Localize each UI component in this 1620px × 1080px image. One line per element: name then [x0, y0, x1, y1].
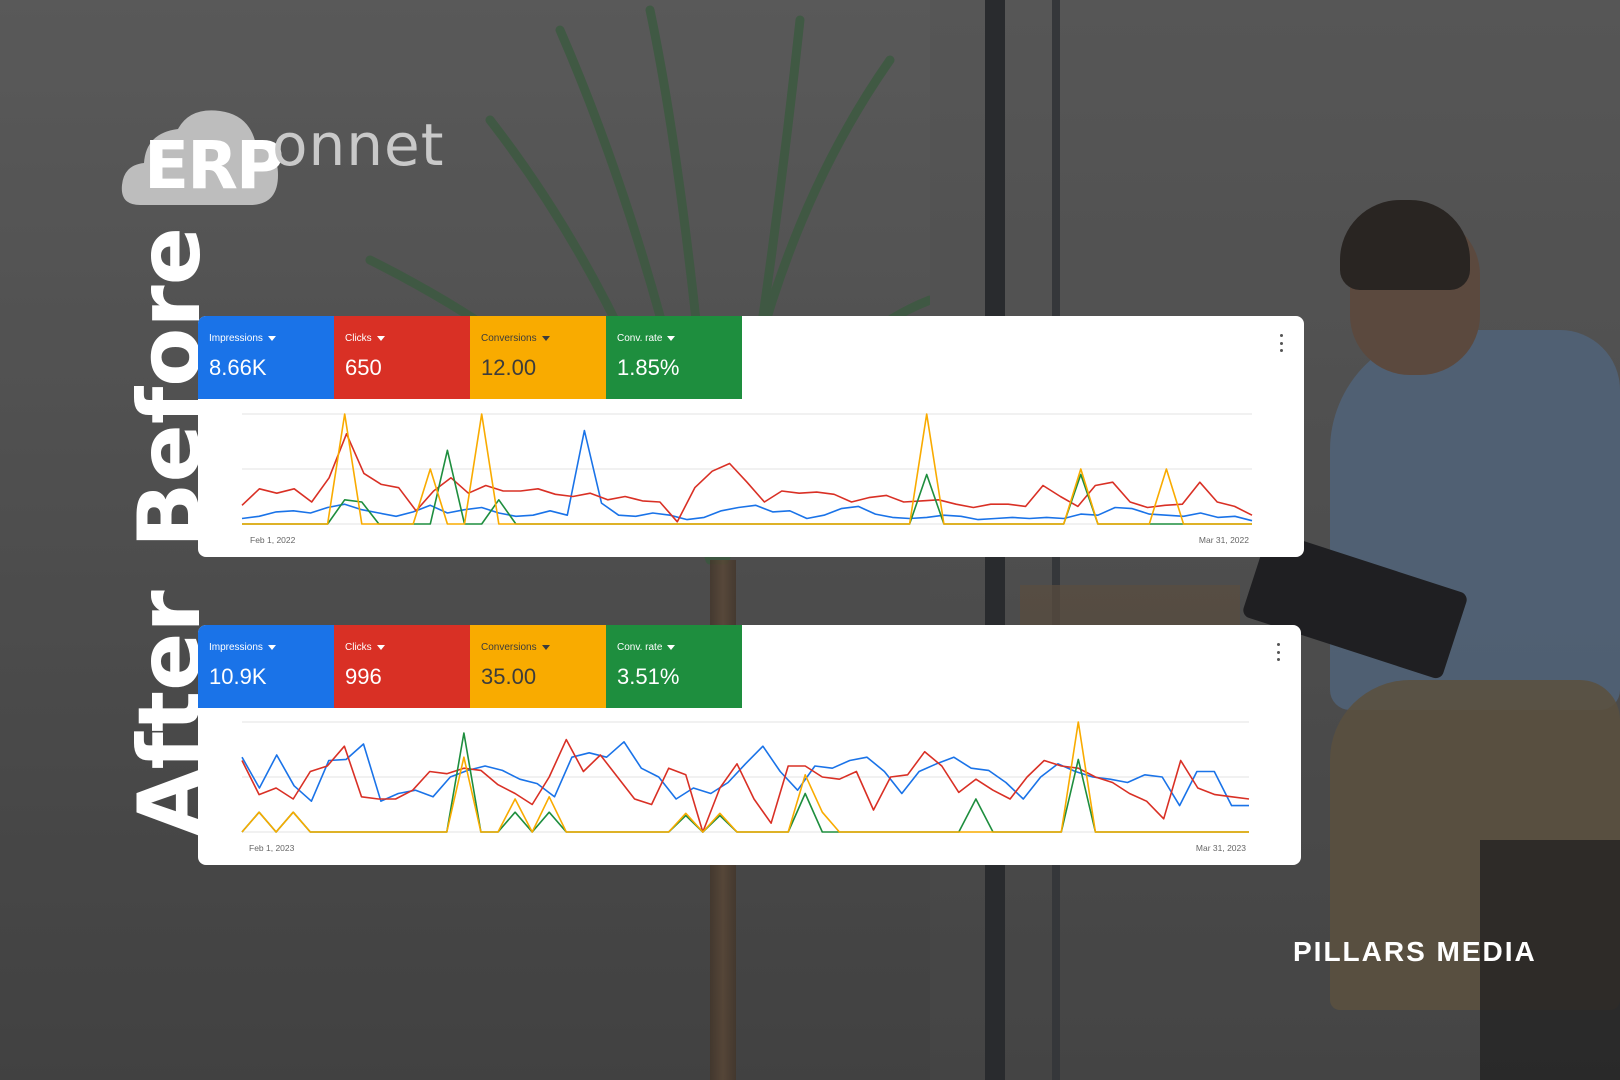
x-end-label: Mar 31, 2023 — [1196, 843, 1246, 853]
cloud-icon — [121, 110, 279, 205]
caret-down-icon[interactable] — [267, 644, 276, 650]
series-line-clicks — [241, 432, 1253, 523]
chart-lines — [241, 721, 1250, 833]
logo-erp-text: ERP — [144, 127, 284, 204]
pillars-media-brand: PILLARS MEDIA — [1293, 936, 1537, 967]
caret-down-icon[interactable] — [376, 644, 385, 650]
after-performance-card: Impressions 10.9K Clicks 996 Conversions… — [198, 625, 1301, 865]
x-start-label: Feb 1, 2022 — [250, 535, 296, 545]
impressions-tile[interactable]: Impressions 8.66K — [198, 316, 334, 399]
more-vert-icon[interactable] — [1278, 334, 1284, 352]
caret-down-icon[interactable] — [667, 335, 676, 341]
conversions-tile[interactable]: Conversions 35.00 — [470, 625, 606, 708]
caret-down-icon[interactable] — [667, 644, 676, 650]
logo-onnet-text: onnet — [272, 111, 445, 179]
series-line-impressions — [241, 740, 1249, 807]
tile-name: Conversions — [481, 333, 537, 344]
conversions-tile[interactable]: Conversions 12.00 — [470, 316, 606, 399]
tile-value: 35.00 — [481, 664, 537, 689]
tile-value: 10.9K — [209, 664, 267, 689]
tile-name: Clicks — [345, 333, 372, 344]
clicks-tile[interactable]: Clicks 650 — [334, 316, 470, 399]
tile-name: Impressions — [209, 333, 263, 344]
caret-down-icon[interactable] — [541, 644, 550, 650]
tile-value: 12.00 — [481, 355, 537, 380]
caret-down-icon[interactable] — [376, 335, 385, 341]
caret-down-icon[interactable] — [267, 335, 276, 341]
tile-value: 1.85% — [617, 355, 680, 380]
before-line-chart: Feb 1, 2022 Mar 31, 2022 — [241, 413, 1253, 545]
chart-grid — [242, 413, 1252, 525]
after-line-chart: Feb 1, 2023 Mar 31, 2023 — [241, 721, 1250, 853]
metric-tiles: Impressions 10.9K Clicks 996 Conversions… — [198, 625, 742, 708]
series-line-clicks — [241, 738, 1250, 833]
tile-name: Clicks — [345, 642, 372, 653]
clicks-tile[interactable]: Clicks 996 — [334, 625, 470, 708]
caret-down-icon[interactable] — [541, 335, 550, 341]
chart-lines — [241, 413, 1253, 525]
tile-name: Impressions — [209, 642, 263, 653]
conv-rate-tile[interactable]: Conv. rate 3.51% — [606, 625, 742, 708]
erponnet-logo: ERP onnet — [120, 105, 460, 205]
x-start-label: Feb 1, 2023 — [249, 843, 295, 853]
tile-value: 3.51% — [617, 664, 680, 689]
tile-name: Conversions — [481, 642, 537, 653]
impressions-tile[interactable]: Impressions 10.9K — [198, 625, 334, 708]
metric-tiles: Impressions 8.66K Clicks 650 Conversions… — [198, 316, 742, 399]
series-line-impressions — [241, 429, 1253, 522]
tile-value: 8.66K — [209, 355, 267, 380]
series-line-conversions — [242, 413, 1252, 525]
series-line-conversions — [241, 721, 1249, 833]
before-performance-card: Impressions 8.66K Clicks 650 Conversions… — [198, 316, 1304, 557]
tile-name: Conv. rate — [617, 333, 663, 344]
tile-name: Conv. rate — [617, 642, 663, 653]
conv-rate-tile[interactable]: Conv. rate 1.85% — [606, 316, 742, 399]
more-vert-icon[interactable] — [1275, 643, 1281, 661]
tile-value: 650 — [345, 355, 382, 380]
x-end-label: Mar 31, 2022 — [1199, 535, 1249, 545]
tile-value: 996 — [345, 664, 382, 689]
